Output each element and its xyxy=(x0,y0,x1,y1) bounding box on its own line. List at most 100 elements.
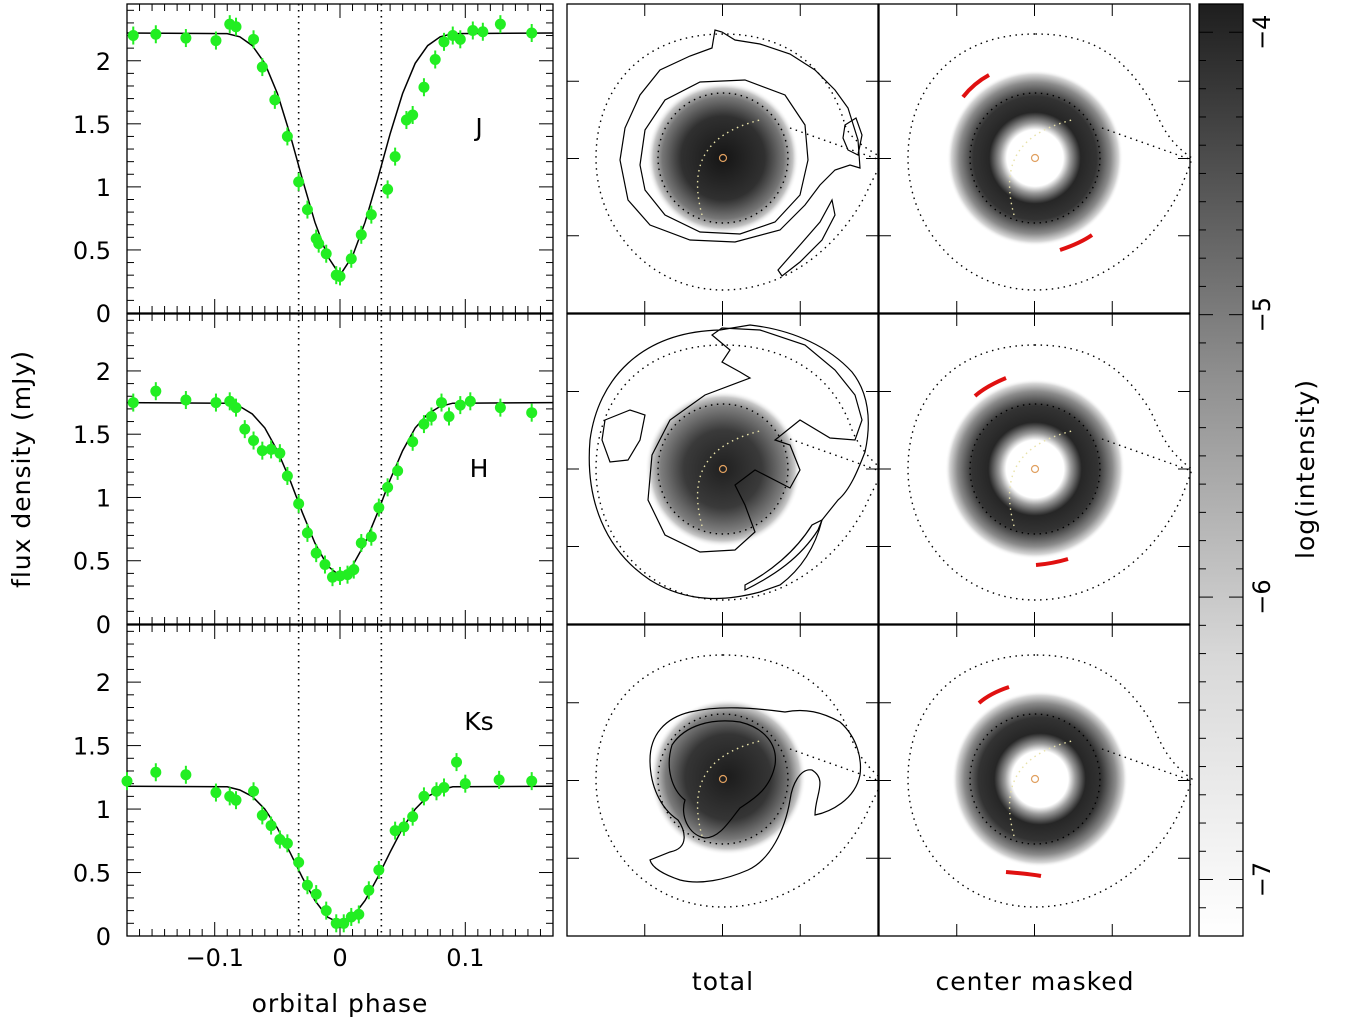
colorbar-ticks: −4 −5 −6 −7 xyxy=(1199,3,1276,937)
data-point xyxy=(526,27,538,39)
roche-lobe-outline xyxy=(595,344,883,601)
roche-lobe-outline xyxy=(907,654,1193,908)
data-point xyxy=(467,24,479,36)
y-tick-label: 1.5 xyxy=(73,421,111,449)
data-point xyxy=(210,397,222,409)
data-point xyxy=(281,470,293,482)
data-point xyxy=(454,399,466,411)
intensity-contour xyxy=(647,327,863,553)
data-point xyxy=(248,435,260,447)
light-curve-panels: 0 0.5 1 1.5 2 −0.1 0 0.1 J 0 0.5 1 1.5 2 H 0 0.5 1 1.5 2 −… xyxy=(73,3,554,972)
data-point xyxy=(438,36,450,48)
image-panel-masked-j xyxy=(878,3,1193,314)
data-point xyxy=(313,238,325,250)
data-point xyxy=(398,821,410,833)
data-point xyxy=(319,559,331,571)
data-point xyxy=(526,407,538,419)
roche-inner-circle xyxy=(657,92,789,224)
roche-inner-circle xyxy=(969,403,1101,535)
colorbar: −4 −5 −6 −7 log(intensity) xyxy=(1198,3,1320,937)
data-point xyxy=(320,248,332,260)
data-point xyxy=(265,443,277,455)
data-point xyxy=(373,502,385,514)
image-panel-masked-h xyxy=(878,313,1193,625)
y-tick-label: 0.5 xyxy=(73,548,111,576)
roche-inner-circle xyxy=(657,403,789,535)
red-arc-marker xyxy=(1035,557,1069,567)
red-arc-marker xyxy=(977,685,1010,705)
band-label: H xyxy=(470,454,489,483)
intensity-contour xyxy=(601,409,646,463)
data-point xyxy=(477,26,489,38)
data-point xyxy=(494,18,506,30)
roche-inner-circle xyxy=(969,713,1101,845)
data-point xyxy=(269,94,281,106)
data-point xyxy=(355,229,367,241)
data-point xyxy=(127,30,139,42)
column-label-center-masked: center masked xyxy=(936,967,1135,996)
y-tick-label: 0.5 xyxy=(73,860,111,888)
data-point xyxy=(210,35,222,47)
colorbar-tick-label: −5 xyxy=(1248,297,1276,332)
data-point xyxy=(363,884,375,896)
data-point xyxy=(274,447,286,459)
image-panel-masked-ks xyxy=(878,624,1193,937)
data-point xyxy=(180,394,192,406)
data-point xyxy=(265,820,277,832)
colorbar-tick-label: −6 xyxy=(1248,579,1276,614)
roche-inner-circle xyxy=(657,713,789,845)
emission-blob xyxy=(645,391,801,547)
intensity-contour xyxy=(649,707,862,883)
data-point xyxy=(301,204,313,216)
y-tick-label: 1.5 xyxy=(73,733,111,761)
image-panel-total-h xyxy=(566,313,883,625)
data-point xyxy=(338,917,350,929)
band-label: Ks xyxy=(464,707,493,736)
red-arc-marker xyxy=(1059,233,1094,252)
emission-blob xyxy=(647,82,799,234)
y-tick-label: 1 xyxy=(96,796,111,824)
roche-lobe-outline xyxy=(595,33,883,291)
y-tick-label: 2 xyxy=(96,48,111,76)
white-dwarf-marker xyxy=(718,774,728,784)
intensity-contour xyxy=(639,79,809,235)
data-point xyxy=(494,402,506,414)
y-tick-label: 0 xyxy=(96,300,111,328)
data-point xyxy=(443,410,455,422)
white-dwarf-marker xyxy=(718,153,728,163)
colorbar-tick-label: −4 xyxy=(1248,15,1276,50)
white-dwarf-marker xyxy=(1030,153,1040,163)
red-arc-marker xyxy=(1005,870,1042,878)
data-point xyxy=(230,402,242,414)
colorbar-tick-label: −7 xyxy=(1248,862,1276,897)
white-dwarf-marker xyxy=(718,464,728,474)
roche-inner-circle xyxy=(969,92,1101,224)
data-point xyxy=(429,53,441,65)
intensity-contour xyxy=(668,720,777,839)
intensity-contour xyxy=(744,518,824,591)
data-point xyxy=(150,28,162,40)
data-point xyxy=(348,564,360,576)
data-point xyxy=(438,781,450,793)
y-tick-label: 2 xyxy=(96,669,111,697)
plot-frame xyxy=(126,624,554,937)
x-tick-label: −0.1 xyxy=(186,944,244,972)
image-panel-total-ks xyxy=(566,624,883,937)
data-point xyxy=(418,790,430,802)
data-point xyxy=(345,253,357,265)
data-point xyxy=(392,465,404,477)
data-point xyxy=(407,109,419,121)
y-tick-label: 2 xyxy=(96,358,111,386)
data-point xyxy=(301,527,313,539)
image-panels xyxy=(566,3,1193,937)
data-point xyxy=(180,769,192,781)
image-panel-total-j xyxy=(566,3,883,314)
light-curve-panel-h: 0 0.5 1 1.5 2 H xyxy=(73,313,554,639)
data-point xyxy=(373,864,385,876)
data-point xyxy=(464,395,476,407)
colorbar-gradient xyxy=(1198,3,1244,937)
data-point xyxy=(150,766,162,778)
emission-ring xyxy=(952,691,1128,867)
x-tick-label: 0 xyxy=(332,944,347,972)
